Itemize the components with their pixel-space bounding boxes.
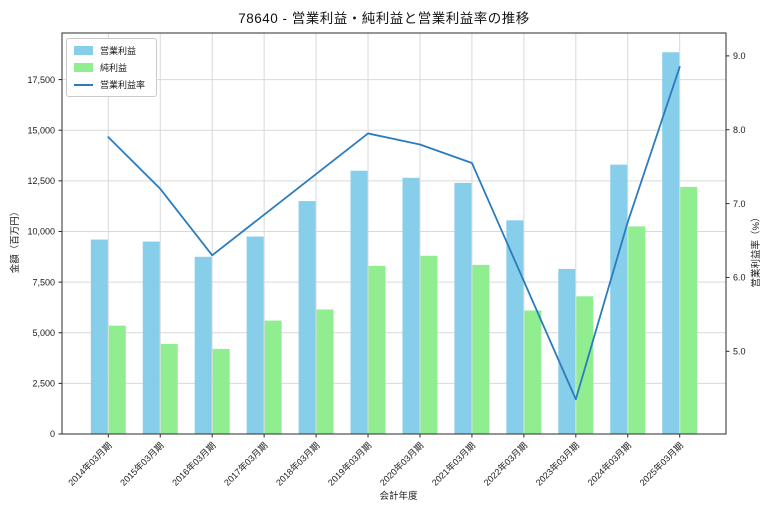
operating-profit-bar [662, 52, 680, 434]
right-axis-title: 営業利益率（%） [751, 212, 762, 288]
operating-margin-line-swatch [74, 83, 93, 86]
net-profit-bar [420, 255, 438, 434]
legend-box: 営業利益 純利益 営業利益率 [66, 38, 158, 97]
net-profit-bar [264, 320, 282, 434]
operating-profit-bar [558, 268, 576, 434]
left-tick-label: 15,000 [27, 125, 55, 135]
x-tick-label: 2020年03月期 [377, 440, 425, 488]
x-tick-label: 2019年03月期 [325, 440, 373, 488]
net-profit-bar [524, 310, 542, 434]
legend-label: 営業利益 [100, 46, 137, 56]
left-tick-label: 17,500 [27, 75, 55, 85]
legend-label: 営業利益率 [100, 80, 146, 90]
left-tick-label: 2,500 [32, 379, 55, 389]
net-profit-bar [368, 265, 386, 434]
x-tick-label: 2018年03月期 [273, 440, 321, 488]
left-tick-label: 10,000 [27, 227, 55, 237]
operating-profit-bar [610, 164, 628, 434]
operating-profit-bar [90, 239, 108, 434]
left-tick-label: 7,500 [32, 277, 55, 287]
right-tick-label: 9.0 [733, 51, 746, 61]
x-tick-label: 2025年03月期 [637, 440, 685, 488]
legend-item-operating-margin: 営業利益率 [74, 78, 145, 91]
x-axis-title: 会計年度 [379, 491, 418, 502]
x-tick-label: 2023年03月期 [533, 440, 581, 488]
net-profit-bar [576, 296, 594, 434]
operating-profit-bar [298, 201, 316, 434]
legend-label: 純利益 [100, 63, 128, 73]
operating-profit-swatch [74, 46, 93, 55]
net-profit-bar [212, 348, 230, 434]
left-tick-label: 12,500 [27, 176, 55, 186]
right-tick-label: 8.0 [733, 125, 746, 135]
operating-profit-bar [194, 256, 212, 434]
net-profit-bar [472, 264, 490, 434]
left-tick-label: 0 [50, 429, 55, 439]
left-axis-title: 金額（百万円） [10, 206, 21, 274]
x-tick-label: 2014年03月期 [66, 440, 114, 488]
net-profit-bar [108, 325, 126, 434]
net-profit-bar [316, 309, 334, 434]
chart-title: 78640 - 営業利益・純利益と営業利益率の推移 [238, 11, 530, 26]
net-profit-bar [160, 343, 178, 434]
legend-item-operating-profit: 営業利益 [74, 44, 145, 57]
operating-profit-bar [350, 170, 368, 435]
operating-profit-bar [142, 241, 160, 434]
net-profit-bar [628, 226, 646, 434]
left-tick-label: 5,000 [32, 328, 55, 338]
operating-profit-bar [454, 182, 472, 434]
x-tick-label: 2021年03月期 [429, 440, 477, 488]
right-tick-label: 6.0 [733, 273, 746, 283]
x-tick-label: 2015年03月期 [118, 440, 166, 488]
operating-profit-bar [402, 177, 420, 435]
operating-profit-bar [246, 236, 264, 434]
operating-profit-bar [506, 220, 524, 434]
plot-border [61, 32, 727, 435]
net-profit-swatch [74, 63, 93, 72]
x-tick-label: 2017年03月期 [221, 440, 269, 488]
operating-margin-line [107, 66, 681, 401]
legend-item-net-profit: 純利益 [74, 61, 145, 74]
right-tick-label: 7.0 [733, 199, 746, 209]
x-tick-label: 2022年03月期 [481, 440, 529, 488]
x-tick-label: 2016年03月期 [169, 440, 217, 488]
net-profit-bar [680, 186, 698, 434]
x-tick-label: 2024年03月期 [585, 440, 633, 488]
right-tick-label: 5.0 [733, 346, 746, 356]
